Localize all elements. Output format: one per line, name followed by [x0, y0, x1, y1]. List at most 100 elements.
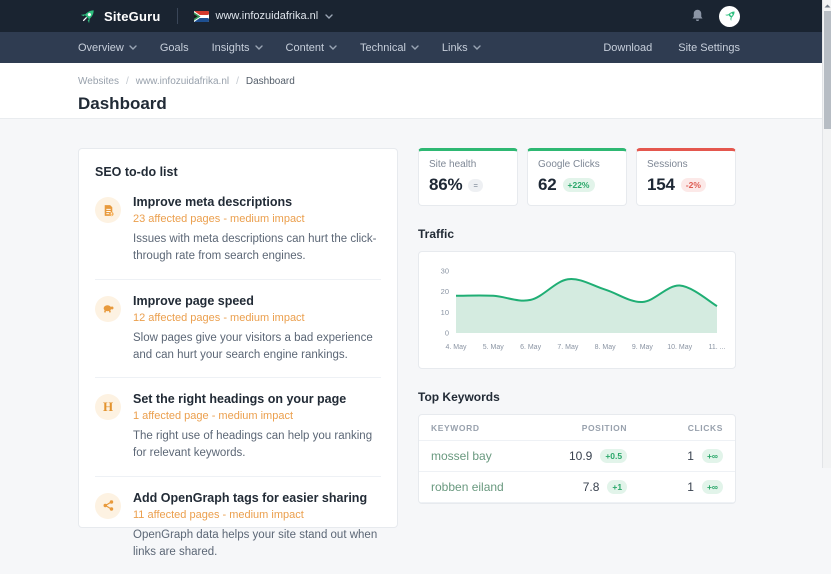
nav-label: Site Settings [678, 42, 740, 54]
chevron-down-icon [329, 45, 337, 50]
brand-name: SiteGuru [104, 9, 161, 24]
nav-item-links[interactable]: Links [442, 42, 481, 54]
stat-label: Site health [429, 159, 507, 170]
keywords-table: KEYWORDPOSITIONCLICKS mossel bay10.9+0.5… [419, 415, 735, 503]
todo-item-title[interactable]: Add OpenGraph tags for easier sharing [133, 491, 381, 505]
breadcrumb-websites[interactable]: Websites [78, 76, 119, 87]
nav-item-overview[interactable]: Overview [78, 42, 137, 54]
scrollbar-thumb[interactable] [824, 11, 831, 129]
position-change-badge: +0.5 [600, 449, 627, 463]
y-axis-tick: 10 [441, 308, 449, 317]
notifications-bell-icon[interactable] [690, 8, 705, 24]
todo-item[interactable]: Improve meta descriptions 23 affected pag… [95, 181, 381, 279]
todo-list-title: SEO to-do list [95, 165, 381, 179]
keyword-clicks: 1 +∞ [639, 441, 735, 472]
position-change-badge: +1 [607, 480, 627, 494]
stat-value: 86% [429, 175, 462, 195]
chart-area-fill [456, 279, 717, 333]
breadcrumb-separator: / [236, 76, 239, 87]
nav-item-download[interactable]: Download [603, 42, 652, 54]
y-axis-tick: 20 [441, 287, 449, 296]
x-axis-tick: 9. May [632, 344, 654, 351]
todo-item-description: Issues with meta descriptions can hurt t… [133, 231, 381, 266]
meta-description-icon [95, 197, 121, 223]
nav-item-content[interactable]: Content [286, 42, 338, 54]
nav-label: Links [442, 42, 468, 54]
keyword-row: mossel bay 10.9 +0.5 1 +∞ [419, 441, 735, 472]
seo-todo-card: SEO to-do list Improve meta descriptions… [78, 148, 398, 528]
main-nav: Overview Goals Insights Content Technical Lin… [0, 32, 831, 63]
x-axis-tick: 10. May [667, 344, 692, 351]
page-title: Dashboard [78, 94, 831, 114]
todo-item-impact: 23 affected pages - medium impact [133, 213, 381, 225]
clicks-change-badge: +∞ [702, 449, 723, 463]
stat-label: Sessions [647, 159, 725, 170]
todo-item-title[interactable]: Improve page speed [133, 294, 381, 308]
chevron-down-icon [325, 14, 333, 19]
keywords-section-title: Top Keywords [418, 390, 736, 404]
todo-item[interactable]: Improve page speed12 affected pages - me… [95, 279, 381, 378]
todo-item-body: Improve meta descriptions 23 affected pag… [133, 195, 381, 266]
breadcrumb-current: Dashboard [246, 76, 295, 87]
chevron-down-icon [473, 45, 481, 50]
x-axis-tick: 7. May [557, 344, 579, 351]
nav-item-goals[interactable]: Goals [160, 42, 189, 54]
chevron-down-icon [411, 45, 419, 50]
todo-item-body: Add OpenGraph tags for easier sharing11 … [133, 491, 381, 562]
position-value: 10.9 [566, 449, 592, 463]
nav-item-insights[interactable]: Insights [212, 42, 263, 54]
keywords-col-header: POSITION [536, 415, 639, 441]
todo-item-body: Set the right headings on your page1 aff… [133, 392, 381, 463]
stat-change-badge: +22% [563, 178, 595, 192]
y-axis-tick: 0 [445, 329, 449, 338]
todo-item-title[interactable]: Improve meta descriptions [133, 195, 381, 209]
stat-value: 154 [647, 175, 675, 195]
user-avatar[interactable] [719, 6, 740, 27]
keyword-position: 10.9 +0.5 [536, 441, 639, 472]
nav-item-technical[interactable]: Technical [360, 42, 419, 54]
nav-label: Content [286, 42, 325, 54]
top-keywords-card: KEYWORDPOSITIONCLICKS mossel bay10.9+0.5… [418, 414, 736, 504]
nav-label: Download [603, 42, 652, 54]
todo-item-description: Slow pages give your visitors a bad expe… [133, 330, 381, 365]
share-icon [95, 493, 121, 519]
scrollbar-up-arrow[interactable] [823, 0, 831, 11]
stat-card-site-health: Site health 86% = [418, 148, 518, 206]
traffic-section-title: Traffic [418, 227, 736, 241]
traffic-chart-card: 30201004. May5. May6. May7. May8. May9. … [418, 251, 736, 369]
divider [177, 8, 178, 24]
nav-label: Goals [160, 42, 189, 54]
stat-label: Google Clicks [538, 159, 616, 170]
x-axis-tick: 4. May [445, 344, 467, 351]
todo-item[interactable]: Add OpenGraph tags for easier sharing11 … [95, 476, 381, 574]
keyword-clicks: 1+∞ [639, 472, 735, 503]
keyword-row: robben eiland 7.8 +1 1+∞ [419, 472, 735, 503]
keyword-link[interactable]: mossel bay [419, 441, 536, 472]
stat-card-google-clicks: Google Clicks62+22% [527, 148, 627, 206]
todo-item-body: Improve page speed12 affected pages - me… [133, 294, 381, 365]
content-area: SEO to-do list Improve meta descriptions… [0, 119, 831, 528]
todo-item[interactable]: H Set the right headings on your page1 af… [95, 377, 381, 476]
siteguru-logo[interactable]: SiteGuru [78, 7, 161, 26]
page-header: Websites / www.infozuidafrika.nl / Dashb… [0, 63, 831, 119]
nav-label: Insights [212, 42, 250, 54]
keyword-link[interactable]: robben eiland [419, 472, 536, 503]
turtle-icon [95, 296, 121, 322]
breadcrumb-site[interactable]: www.infozuidafrika.nl [136, 76, 229, 87]
x-axis-tick: 8. May [595, 344, 617, 351]
todo-item-title[interactable]: Set the right headings on your page [133, 392, 381, 406]
todo-item-description: OpenGraph data helps your site stand out… [133, 527, 381, 562]
stat-change-badge: = [468, 179, 482, 192]
right-column: Site health 86% = Google Clicks62+22% Sessio… [418, 148, 736, 528]
site-domain: www.infozuidafrika.nl [216, 10, 319, 22]
position-value: 7.8 [573, 480, 599, 494]
site-selector-dropdown[interactable]: www.infozuidafrika.nl [194, 10, 334, 22]
heading-icon: H [95, 394, 121, 420]
nav-label: Overview [78, 42, 124, 54]
keywords-col-header: CLICKS [639, 415, 735, 441]
nav-item-site-settings[interactable]: Site Settings [678, 42, 740, 54]
vertical-scrollbar[interactable] [822, 0, 831, 468]
clicks-value: 1 [668, 449, 694, 463]
x-axis-tick: 11. ... [709, 344, 726, 351]
breadcrumb-separator: / [126, 76, 129, 87]
